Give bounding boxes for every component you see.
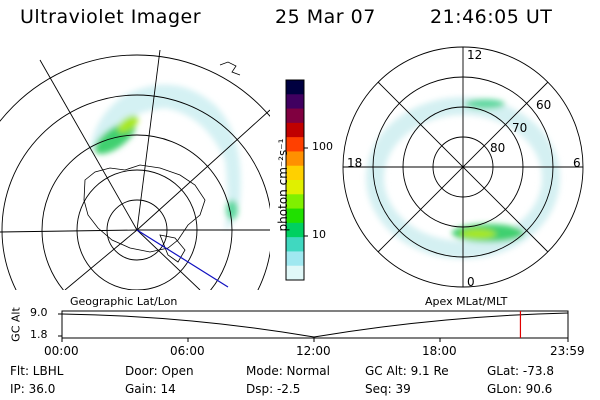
- colorbar-segment: [286, 222, 304, 238]
- geographic-map: [0, 50, 270, 290]
- mlat-label-80: 80: [490, 141, 506, 155]
- info-mode: Mode: Normal: [246, 364, 330, 378]
- apex-label: Apex MLat/MLT: [425, 295, 508, 308]
- timeline-xtick-2359: 23:59: [550, 344, 585, 358]
- info-glat: GLat: -73.8: [487, 364, 554, 378]
- colorbar-segment: [286, 180, 304, 195]
- colorbar-segment: [286, 165, 304, 181]
- mlt-label-6: 6: [573, 156, 581, 170]
- mlt-label-12: 12: [467, 48, 483, 62]
- info-gain: Gain: 14: [125, 382, 176, 396]
- info-gc-alt: GC Alt: 9.1 Re: [365, 364, 449, 378]
- colorbar-segment: [286, 237, 304, 252]
- altitude-timeline: [58, 310, 569, 342]
- timeline-ylabel: GC Alt: [9, 307, 23, 342]
- mlat-label-70: 70: [512, 121, 528, 135]
- info-dsp: Dsp: -2.5: [246, 382, 301, 396]
- colorbar-segment: [286, 122, 304, 138]
- altitude-curve: [61, 312, 569, 338]
- timeline-xtick-1800: 18:00: [422, 344, 457, 358]
- info-door: Door: Open: [125, 364, 194, 378]
- magnetic-polar-plot: [342, 46, 584, 288]
- colorbar-border: [285, 79, 305, 281]
- colorbar-segment: [286, 80, 304, 95]
- colorbar-segment: [286, 208, 304, 224]
- mlat-label-60: 60: [536, 98, 552, 112]
- colorbar-segment: [286, 151, 304, 167]
- time-label: 21:46:05 UT: [430, 6, 553, 28]
- timeline-xtick-0600: 06:00: [170, 344, 205, 358]
- info-seq: Seq: 39: [365, 382, 411, 396]
- color-bar: [285, 79, 308, 281]
- info-filter: Flt: LBHL: [10, 364, 64, 378]
- timeline-xtick-1200: 12:00: [296, 344, 331, 358]
- timeline-xtick-0000: 00:00: [44, 344, 79, 358]
- app-title: Ultraviolet Imager: [20, 6, 202, 28]
- timeline-ytick-9: 9.0: [30, 306, 48, 319]
- colorbar-unit-label: photon cm⁻²s⁻¹: [276, 138, 290, 232]
- colorbar-segment: [286, 265, 304, 281]
- colorbar-segment: [286, 108, 304, 124]
- info-ip: IP: 36.0: [10, 382, 56, 396]
- colorbar-segment: [286, 251, 304, 267]
- colorbar-segment: [286, 194, 304, 210]
- orbit-track: [136, 229, 229, 288]
- geographic-label: Geographic Lat/Lon: [70, 295, 178, 308]
- colorbar-segment: [286, 137, 304, 152]
- timeline-ytick-1: 1.8: [30, 328, 48, 341]
- colorbar-tick-100: 100: [312, 140, 333, 153]
- date-label: 25 Mar 07: [275, 6, 376, 28]
- mlt-label-0: 0: [467, 275, 475, 289]
- info-glon: GLon: 90.6: [487, 382, 553, 396]
- colorbar-segment: [286, 94, 304, 110]
- colorbar-tick-10: 10: [312, 228, 326, 241]
- mlt-label-18: 18: [347, 156, 363, 170]
- antarctica-coastline: [83, 164, 206, 253]
